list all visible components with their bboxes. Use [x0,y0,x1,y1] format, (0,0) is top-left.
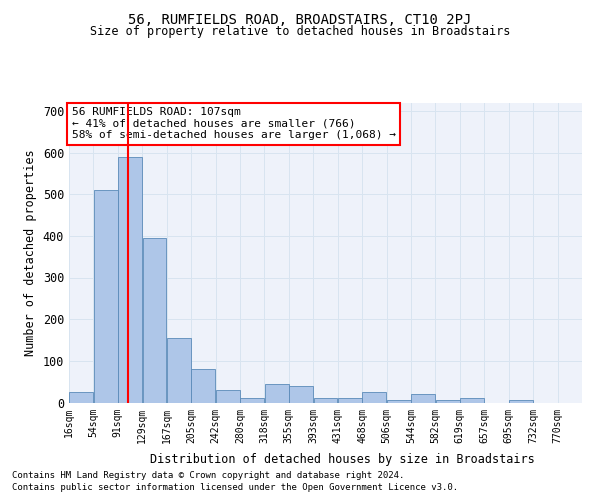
Bar [167,338,191,402]
Bar [314,398,337,402]
Bar [509,400,533,402]
Text: 56, RUMFIELDS ROAD, BROADSTAIRS, CT10 2PJ: 56, RUMFIELDS ROAD, BROADSTAIRS, CT10 2P… [128,12,472,26]
Bar [289,386,313,402]
Text: Contains HM Land Registry data © Crown copyright and database right 2024.: Contains HM Land Registry data © Crown c… [12,471,404,480]
Bar [241,398,264,402]
Text: Contains public sector information licensed under the Open Government Licence v3: Contains public sector information licen… [12,483,458,492]
Bar [412,394,435,402]
Bar [118,156,142,402]
Text: 56 RUMFIELDS ROAD: 107sqm
← 41% of detached houses are smaller (766)
58% of semi: 56 RUMFIELDS ROAD: 107sqm ← 41% of detac… [71,107,395,140]
Bar [265,384,289,402]
Bar [94,190,118,402]
Bar [143,238,166,402]
Bar [387,400,410,402]
Bar [436,400,460,402]
Bar [70,392,93,402]
Bar [362,392,386,402]
Y-axis label: Number of detached properties: Number of detached properties [24,149,37,356]
Bar [191,369,215,402]
Bar [338,398,362,402]
Text: Distribution of detached houses by size in Broadstairs: Distribution of detached houses by size … [149,452,535,466]
Bar [216,390,239,402]
Text: Size of property relative to detached houses in Broadstairs: Size of property relative to detached ho… [90,25,510,38]
Bar [460,398,484,402]
